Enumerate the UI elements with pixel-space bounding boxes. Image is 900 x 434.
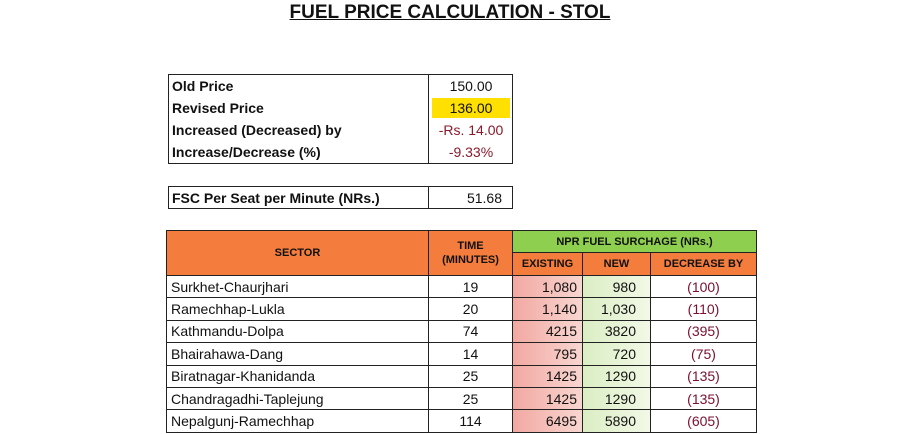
- existing-surcharge: 6495: [512, 409, 583, 433]
- sector-time: 19: [428, 275, 513, 299]
- price-value: -9.33%: [448, 144, 494, 160]
- new-surcharge: 5890: [582, 409, 651, 433]
- sector-time: 14: [428, 342, 513, 366]
- sector-name: Chandragadhi-Taplejung: [166, 387, 429, 411]
- new-surcharge: 3820: [582, 319, 651, 344]
- decrease-by: (110): [650, 297, 757, 321]
- existing-surcharge: 1,080: [512, 275, 583, 299]
- existing-surcharge: 1425: [512, 387, 583, 411]
- decrease-by: (100): [650, 275, 757, 299]
- decrease-by: (75): [650, 342, 757, 366]
- header-existing: EXISTING: [512, 252, 583, 276]
- sector-time: 20: [428, 297, 513, 321]
- decrease-by: (395): [650, 319, 757, 344]
- fsc-box: [168, 186, 513, 209]
- sector-time: 25: [428, 364, 513, 388]
- new-surcharge: 980: [582, 275, 651, 299]
- header-sector: SECTOR: [166, 230, 429, 276]
- existing-surcharge: 1425: [512, 364, 583, 388]
- price-value: -Rs. 14.00: [438, 122, 504, 138]
- existing-surcharge: 1,140: [512, 297, 583, 321]
- price-label: Increase/Decrease (%): [172, 144, 321, 160]
- new-surcharge: 1,030: [582, 297, 651, 321]
- decrease-by: (135): [650, 364, 757, 388]
- sector-name: Nepalgunj-Ramechhap: [166, 409, 429, 433]
- price-box: [168, 74, 513, 164]
- existing-surcharge: 795: [512, 342, 583, 366]
- sector-name: Biratnagar-Khanidanda: [166, 364, 429, 388]
- header-new: NEW: [582, 252, 651, 276]
- new-surcharge: 720: [582, 342, 651, 366]
- decrease-by: (135): [650, 387, 757, 411]
- price-value: 150.00: [449, 78, 493, 94]
- existing-surcharge: 4215: [512, 319, 583, 344]
- sector-time: 74: [428, 319, 513, 344]
- sector-name: Surkhet-Chaurjhari: [166, 275, 429, 299]
- header-surcharge: NPR FUEL SURCHAGE (NRs.): [512, 230, 757, 253]
- header-time: TIME (MINUTES): [428, 230, 513, 276]
- decrease-by: (605): [650, 409, 757, 433]
- price-label: Revised Price: [172, 100, 264, 116]
- fsc-label: FSC Per Seat per Minute (NRs.): [172, 189, 380, 206]
- fsc-divider: [428, 186, 429, 209]
- price-label: Increased (Decreased) by: [172, 122, 342, 138]
- sector-time: 25: [428, 387, 513, 411]
- page-title: FUEL PRICE CALCULATION - STOL: [289, 2, 611, 23]
- sector-name: Kathmandu-Dolpa: [166, 319, 429, 344]
- price-value: 136.00: [432, 98, 510, 118]
- price-label: Old Price: [172, 78, 234, 94]
- sector-time: 114: [428, 409, 513, 433]
- fsc-value: 51.68: [466, 189, 502, 206]
- sector-name: Bhairahawa-Dang: [166, 342, 429, 366]
- price-divider: [428, 74, 429, 164]
- new-surcharge: 1290: [582, 364, 651, 388]
- header-decrease: DECREASE BY: [650, 252, 757, 276]
- sector-name: Ramechhap-Lukla: [166, 297, 429, 321]
- new-surcharge: 1290: [582, 387, 651, 411]
